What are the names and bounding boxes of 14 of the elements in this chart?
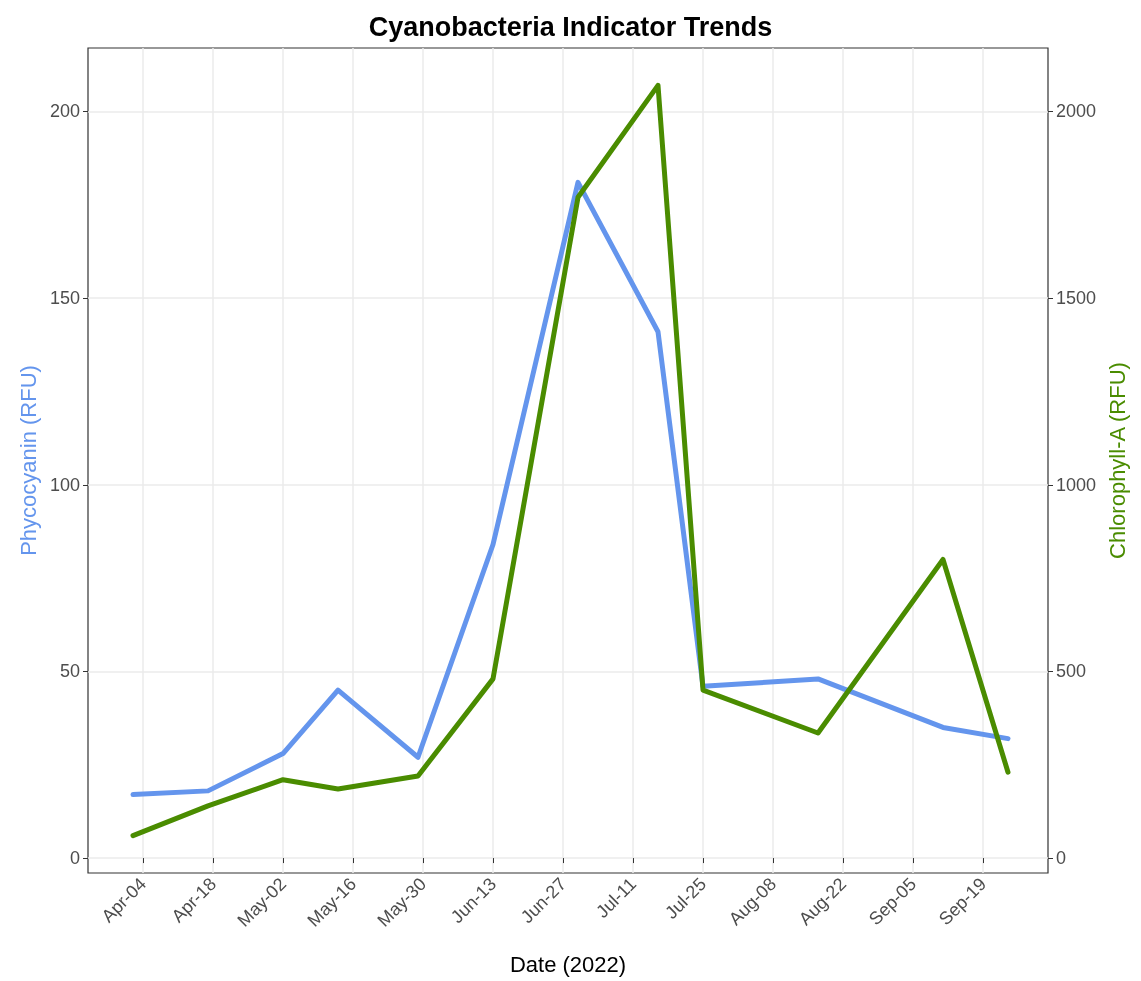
chart-title: Cyanobacteria Indicator Trends [368,11,773,42]
y-tick-label: 100 [49,474,80,495]
y-tick-label: 150 [49,288,80,309]
y-axis-title: Phycocyanin (RFU) [15,365,41,556]
y2-tick-label: 500 [1056,661,1087,682]
y-tick-label: 200 [49,101,80,122]
y2-axis-title: Chlorophyll-A (RFU) [1105,362,1131,559]
y2-tick-label: 1500 [1056,288,1097,309]
y2-tick-label: 2000 [1056,101,1097,122]
x-axis-title: Date (2022) [509,951,627,977]
y-tick-label: 50 [59,661,80,682]
y-tick-label: 0 [69,848,80,869]
y2-tick-label: 1000 [1056,474,1097,495]
y2-tick-label: 0 [1056,848,1067,869]
